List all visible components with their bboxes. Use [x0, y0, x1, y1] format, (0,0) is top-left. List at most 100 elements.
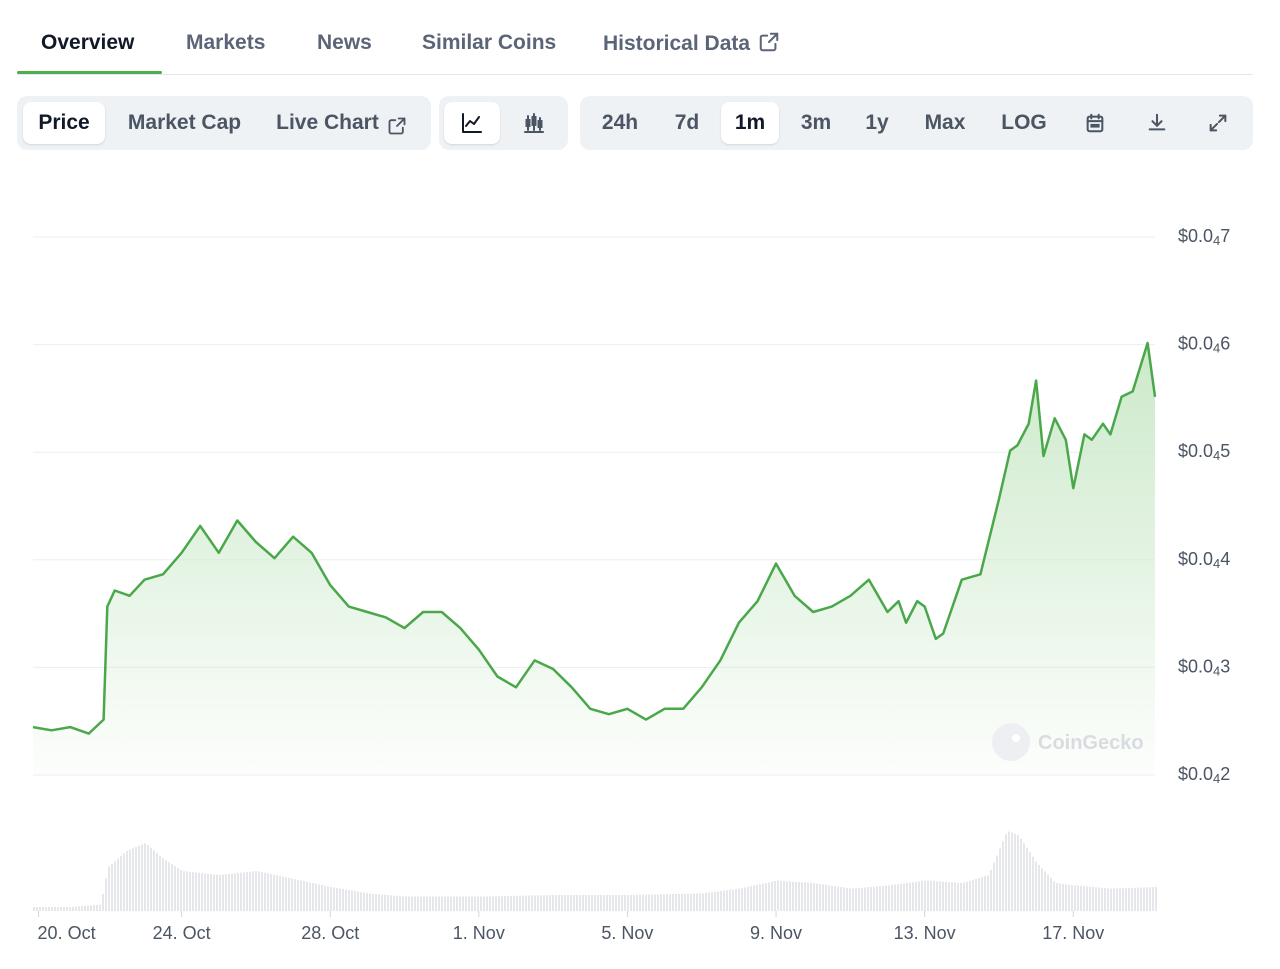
- volume-bar: [321, 885, 323, 911]
- volume-bar: [606, 895, 608, 911]
- volume-bar: [567, 895, 569, 911]
- volume-bar: [63, 907, 65, 911]
- volume-bar: [621, 895, 623, 911]
- volume-bar: [948, 882, 950, 911]
- live-chart-label: Live Chart: [276, 111, 379, 134]
- download-button[interactable]: [1136, 102, 1178, 144]
- volume-bar: [651, 894, 653, 911]
- volume-bar: [924, 880, 926, 911]
- candlestick-chart-button[interactable]: [506, 102, 562, 144]
- volume-bar: [426, 896, 428, 911]
- volume-bar: [909, 882, 911, 911]
- volume-bar: [957, 882, 959, 911]
- volume-bar: [345, 889, 347, 911]
- volume-bar: [888, 885, 890, 911]
- volume-bar: [792, 881, 794, 911]
- volume-bar: [60, 907, 62, 911]
- volume-bar: [870, 886, 872, 911]
- live-chart-button[interactable]: Live Chart: [269, 102, 414, 144]
- volume-bar: [1011, 832, 1013, 911]
- volume-bar: [1137, 887, 1139, 911]
- volume-bar: [207, 873, 209, 911]
- time-range-group: 24h 7d 1m 3m 1y Max LOG: [580, 96, 1253, 150]
- price-chart[interactable]: $0.047 $0.046 $0.045 $0.044 $0.043 $0.042 20.…: [0, 160, 1280, 960]
- volume-bar: [696, 893, 698, 911]
- volume-bar: [348, 890, 350, 911]
- range-7d-button[interactable]: 7d: [674, 111, 700, 134]
- volume-bar: [867, 887, 869, 911]
- tab-overview[interactable]: Overview: [41, 31, 135, 54]
- volume-bar: [225, 874, 227, 911]
- volume-bar: [231, 873, 233, 911]
- volume-bar: [222, 874, 224, 911]
- volume-bar: [312, 883, 314, 911]
- volume-bar: [495, 896, 497, 911]
- market-cap-button[interactable]: Market Cap: [127, 111, 242, 134]
- volume-bar: [585, 895, 587, 911]
- volume-bar: [234, 873, 236, 911]
- volume-bar: [327, 886, 329, 911]
- volume-bar: [549, 895, 551, 911]
- volume-bar: [1095, 887, 1097, 911]
- volume-bar: [876, 886, 878, 911]
- volume-bar: [636, 894, 638, 911]
- volume-bar: [1014, 833, 1016, 911]
- volume-bar: [84, 905, 86, 911]
- volume-bar: [285, 877, 287, 911]
- volume-bar: [804, 882, 806, 911]
- volume-bar: [906, 883, 908, 911]
- volume-bar: [1053, 881, 1055, 911]
- tab-similar-coins[interactable]: Similar Coins: [422, 31, 557, 54]
- volume-bar: [630, 894, 632, 911]
- volume-bar: [894, 884, 896, 911]
- volume-bar: [216, 874, 218, 911]
- volume-bar: [882, 885, 884, 911]
- range-24h-button[interactable]: 24h: [601, 111, 639, 134]
- volume-bar: [627, 895, 629, 911]
- volume-bar: [81, 906, 83, 911]
- volume-bar: [405, 896, 407, 911]
- date-picker-button[interactable]: [1074, 102, 1116, 144]
- volume-bar: [408, 896, 410, 911]
- range-1m-button[interactable]: 1m: [721, 102, 779, 144]
- fullscreen-button[interactable]: [1197, 102, 1239, 144]
- y-axis-tick-label: $0.046: [1178, 333, 1230, 356]
- volume-bar: [87, 905, 89, 911]
- volume-bar: [135, 847, 137, 911]
- volume-bar: [558, 895, 560, 911]
- volume-bar: [441, 896, 443, 911]
- tab-markets[interactable]: Markets: [186, 31, 266, 54]
- volume-bar: [1083, 886, 1085, 911]
- log-scale-button[interactable]: LOG: [1001, 111, 1047, 134]
- tab-historical-data[interactable]: Historical Data: [603, 31, 780, 59]
- volume-bar: [276, 875, 278, 911]
- volume-bar: [435, 896, 437, 911]
- volume-bar: [774, 881, 776, 911]
- volume-bar: [666, 894, 668, 911]
- volume-bar: [255, 871, 257, 911]
- price-line[interactable]: [32, 341, 1157, 735]
- volume-bar: [693, 893, 695, 911]
- volume-bar: [1062, 883, 1064, 911]
- volume-bar: [849, 888, 851, 911]
- volume-bar: [465, 896, 467, 911]
- volume-bar: [354, 891, 356, 911]
- range-1y-button[interactable]: 1y: [865, 111, 889, 134]
- volume-bar: [288, 877, 290, 911]
- volume-bar: [462, 896, 464, 911]
- range-3m-button[interactable]: 3m: [800, 111, 832, 134]
- volume-bar: [603, 895, 605, 911]
- volume-bar: [1149, 887, 1151, 911]
- volume-bar: [801, 882, 803, 911]
- volume-bar: [1041, 868, 1043, 911]
- range-max-button[interactable]: Max: [924, 111, 966, 134]
- price-button[interactable]: Price: [23, 102, 105, 144]
- volume-bar: [984, 876, 986, 911]
- volume-bar: [777, 880, 779, 911]
- tab-news[interactable]: News: [317, 31, 372, 54]
- line-chart-button[interactable]: [444, 102, 500, 144]
- volume-bar: [891, 884, 893, 911]
- candlestick-chart-icon: [522, 111, 546, 134]
- volume-bar: [123, 853, 125, 911]
- volume-bar: [414, 896, 416, 911]
